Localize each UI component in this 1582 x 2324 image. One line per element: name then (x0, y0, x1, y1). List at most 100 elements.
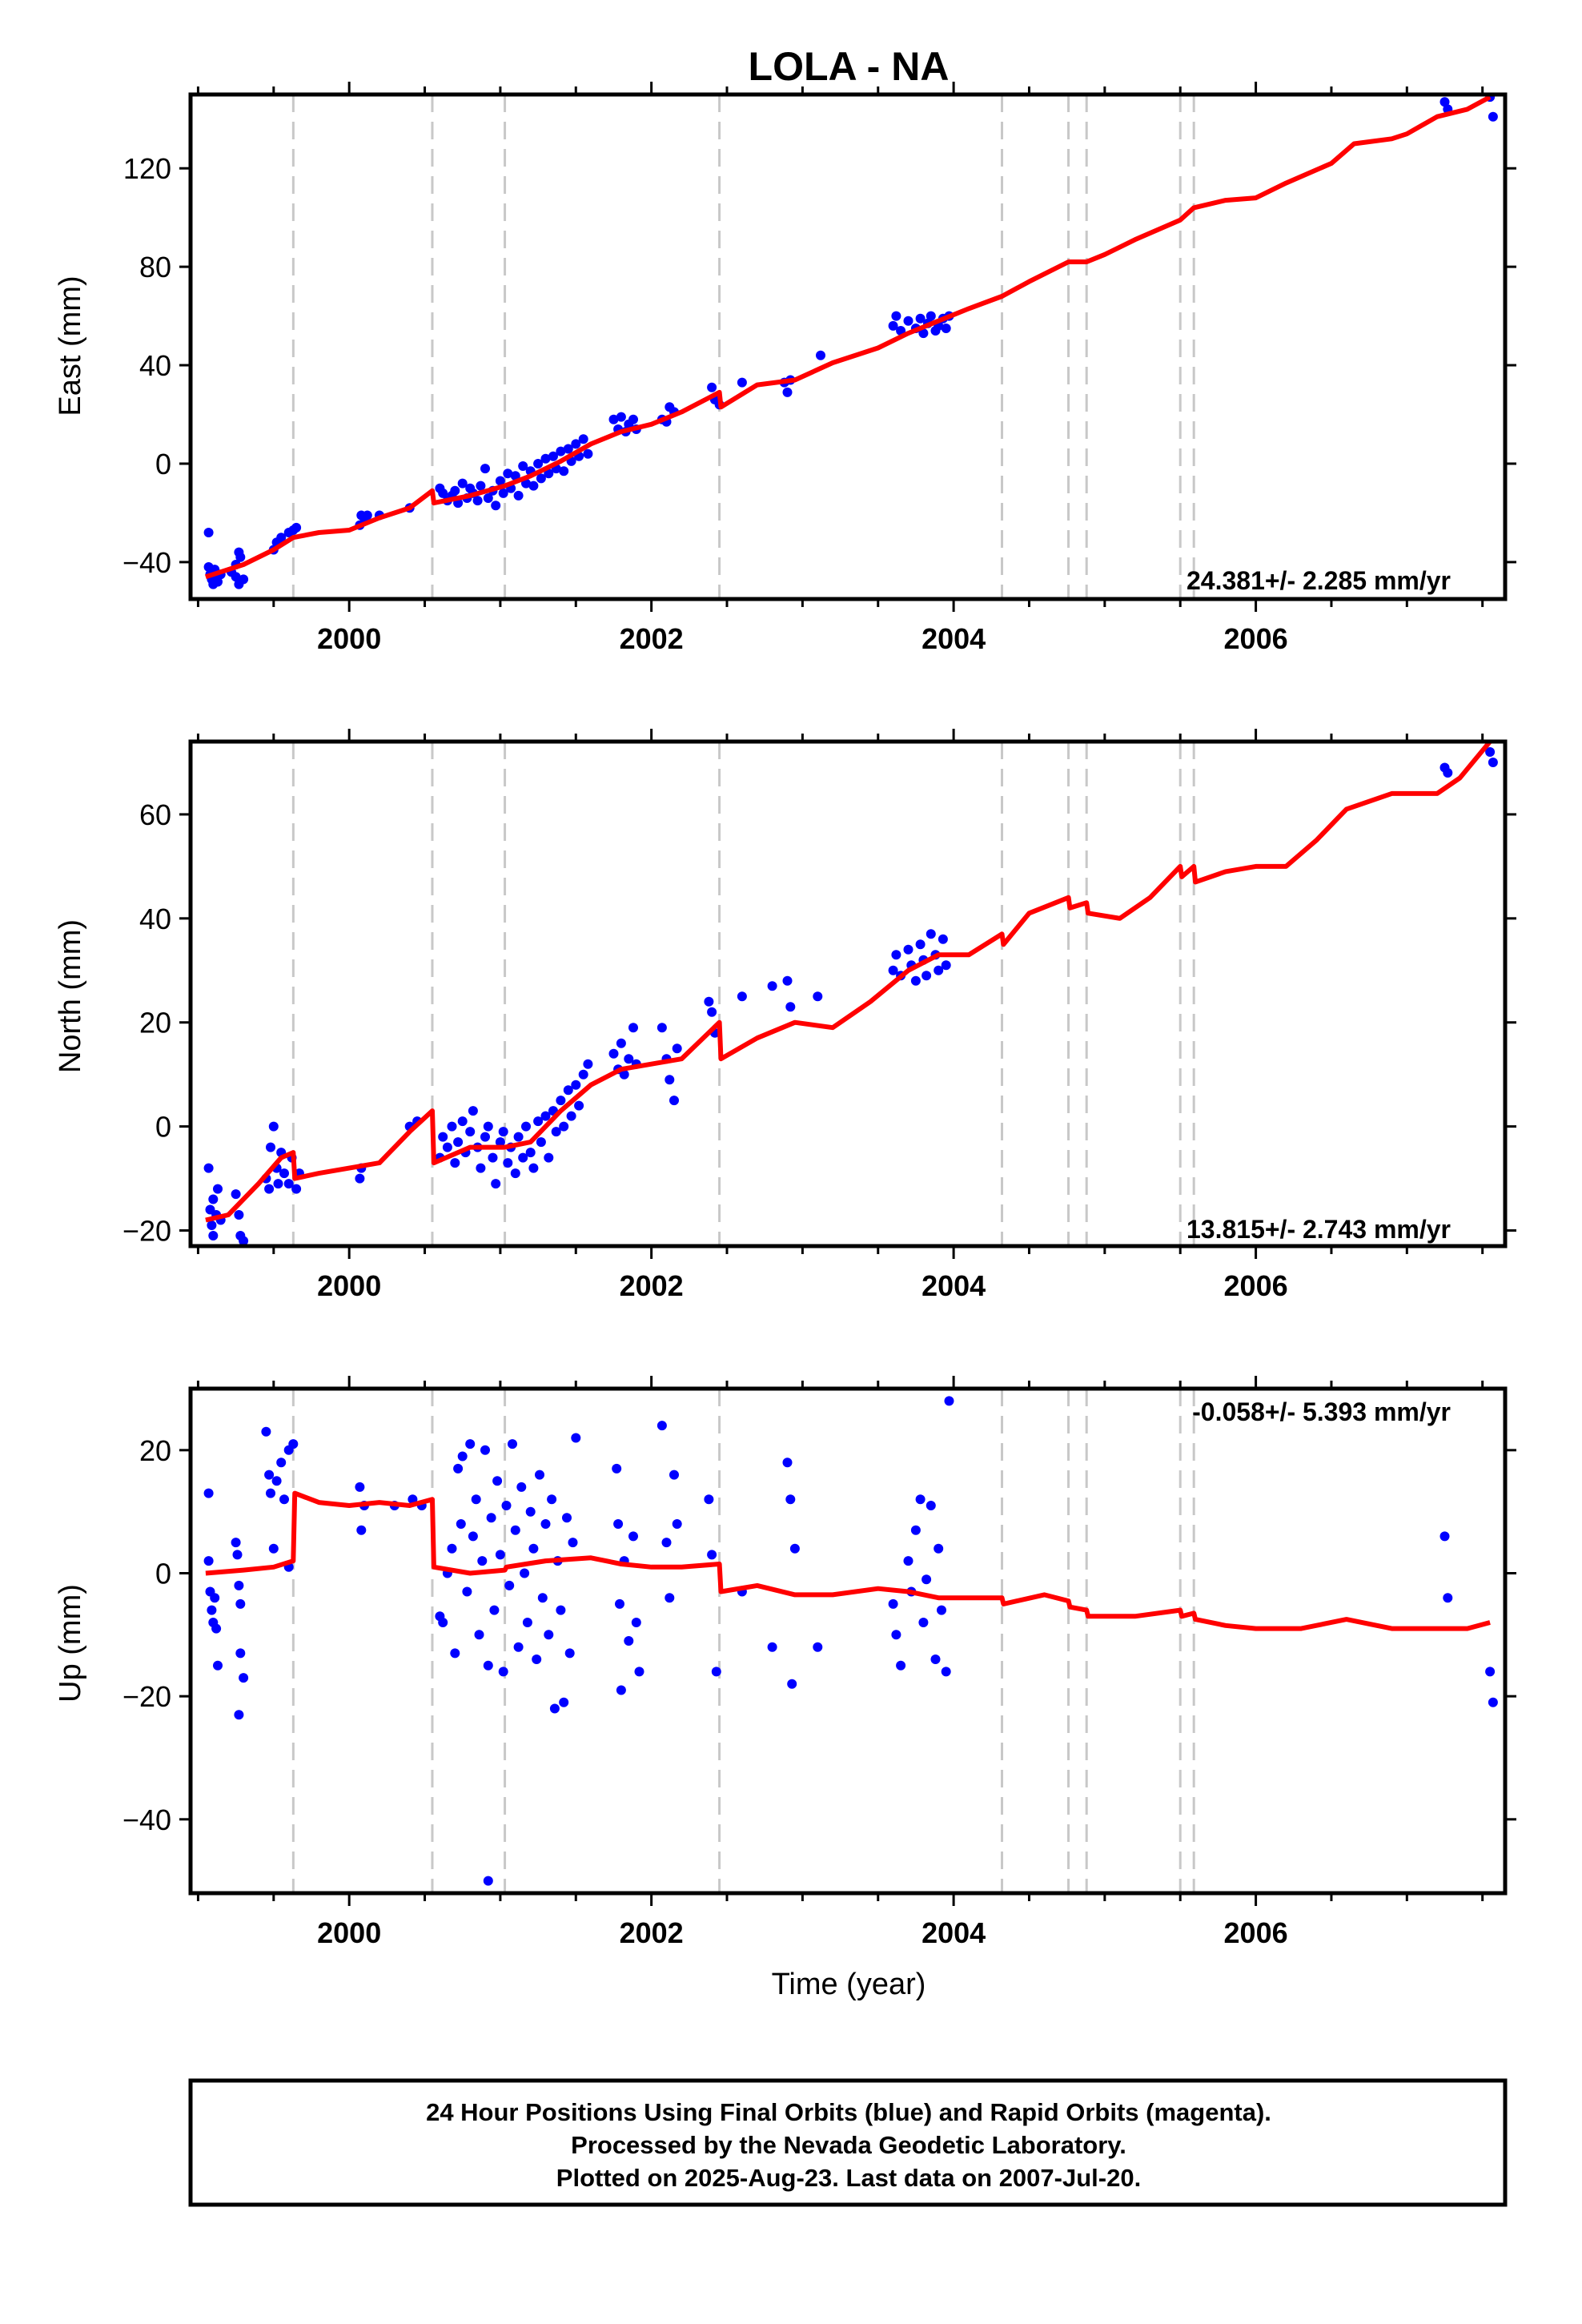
east-data-point (457, 478, 468, 489)
north-data-point (266, 1142, 275, 1152)
east-data-point (1439, 97, 1450, 107)
plot-title: LOLA - NA (749, 44, 950, 89)
up-data-point (264, 1470, 275, 1480)
north-data-point (234, 1210, 244, 1220)
east-data-point (544, 468, 554, 479)
up-data-point (235, 1598, 246, 1609)
up-points (203, 1396, 1498, 1886)
up-data-point (941, 1667, 951, 1677)
north-data-point (503, 1158, 513, 1168)
north-data-point (239, 1236, 249, 1246)
up-data-point (203, 1488, 214, 1498)
east-y-tick-label: 0 (155, 448, 171, 480)
north-data-point (926, 929, 936, 939)
up-data-point (520, 1568, 530, 1578)
up-panel: Up (mm) −40 −20 0 20 2000 2002 2004 2006 -0.058… (54, 1376, 1516, 1949)
up-data-point (288, 1439, 299, 1449)
east-data-point (918, 328, 929, 339)
north-data-point (704, 996, 714, 1007)
north-data-point (203, 1163, 214, 1173)
up-data-point (937, 1605, 946, 1615)
east-x-tick-label: 2000 (317, 622, 381, 655)
north-data-point (279, 1168, 289, 1179)
east-x-tick-label: 2006 (1224, 622, 1288, 655)
north-data-point (442, 1142, 452, 1152)
north-data-point (571, 1080, 581, 1090)
up-plot-area: −40 −20 0 20 2000 2002 2004 2006 (122, 1376, 1516, 1949)
up-data-point (447, 1543, 457, 1554)
up-y-tick-label: 0 (155, 1557, 171, 1590)
north-data-point (465, 1127, 476, 1137)
up-data-point (665, 1593, 675, 1603)
up-data-point (556, 1605, 566, 1615)
up-data-point (261, 1426, 271, 1437)
north-data-point (1485, 747, 1496, 757)
north-data-point (488, 1152, 498, 1163)
east-data-point (533, 459, 544, 468)
east-plot-area: −40 0 40 80 120 2000 2002 2004 2006 (122, 82, 1516, 655)
up-model-line (205, 1490, 1491, 1631)
up-data-point (489, 1605, 500, 1615)
east-data-point (571, 439, 581, 449)
north-data-point (551, 1127, 561, 1137)
east-data-point (362, 510, 372, 521)
north-x-tick-label: 2000 (317, 1269, 381, 1302)
north-data-point (208, 1231, 219, 1240)
up-data-point (544, 1630, 554, 1640)
east-data-point (707, 382, 717, 392)
up-data-point (477, 1556, 488, 1566)
north-data-point (1488, 758, 1498, 767)
up-data-point (888, 1598, 898, 1609)
up-x-tick-label: 2000 (317, 1916, 381, 1949)
north-data-point (208, 1194, 219, 1204)
up-data-point (562, 1513, 572, 1523)
footer-line-3: Plotted on 2025-Aug-23. Last data on 200… (556, 2164, 1141, 2192)
up-y-axis-label: Up (mm) (54, 1584, 87, 1703)
up-data-point (571, 1433, 581, 1443)
up-data-point (235, 1648, 246, 1659)
east-data-point (291, 522, 302, 533)
east-data-point (239, 574, 249, 585)
up-data-point (231, 1538, 241, 1548)
east-data-point (941, 324, 951, 333)
north-data-point (498, 1127, 508, 1137)
up-data-point (438, 1618, 448, 1627)
up-data-point (510, 1525, 520, 1535)
east-data-point (888, 320, 898, 331)
up-data-point (559, 1697, 569, 1707)
east-data-point (503, 468, 513, 479)
up-data-point (1443, 1593, 1453, 1603)
up-data-point (498, 1667, 508, 1677)
east-data-point (498, 488, 508, 498)
north-data-point (544, 1152, 554, 1163)
north-x-tick-label: 2004 (921, 1269, 986, 1302)
up-data-point (1439, 1531, 1450, 1542)
footer-frame (188, 2078, 1508, 2207)
up-data-point (711, 1667, 721, 1677)
north-data-point (450, 1158, 460, 1168)
up-data-point (211, 1623, 222, 1634)
up-data-point (483, 1660, 493, 1671)
up-data-point (785, 1494, 796, 1505)
up-data-point (450, 1648, 460, 1659)
up-data-point (547, 1494, 557, 1505)
up-data-point (234, 1710, 244, 1720)
up-y-tick-label: −20 (122, 1680, 171, 1713)
north-data-point (556, 1096, 566, 1106)
north-data-point (891, 950, 901, 960)
up-data-point (624, 1636, 634, 1646)
up-frame (188, 1386, 1508, 1896)
north-data-point (767, 981, 777, 991)
north-points (203, 747, 1498, 1246)
up-data-point (234, 1580, 244, 1590)
east-data-point (548, 451, 558, 461)
up-x-tick-label: 2004 (921, 1916, 986, 1949)
north-data-point (888, 965, 898, 975)
north-data-point (782, 975, 793, 986)
up-data-point (615, 1598, 624, 1609)
north-data-point (915, 939, 926, 950)
north-data-point (231, 1189, 241, 1200)
up-data-point (568, 1538, 578, 1548)
up-data-point (631, 1618, 641, 1627)
east-data-point (563, 444, 573, 454)
